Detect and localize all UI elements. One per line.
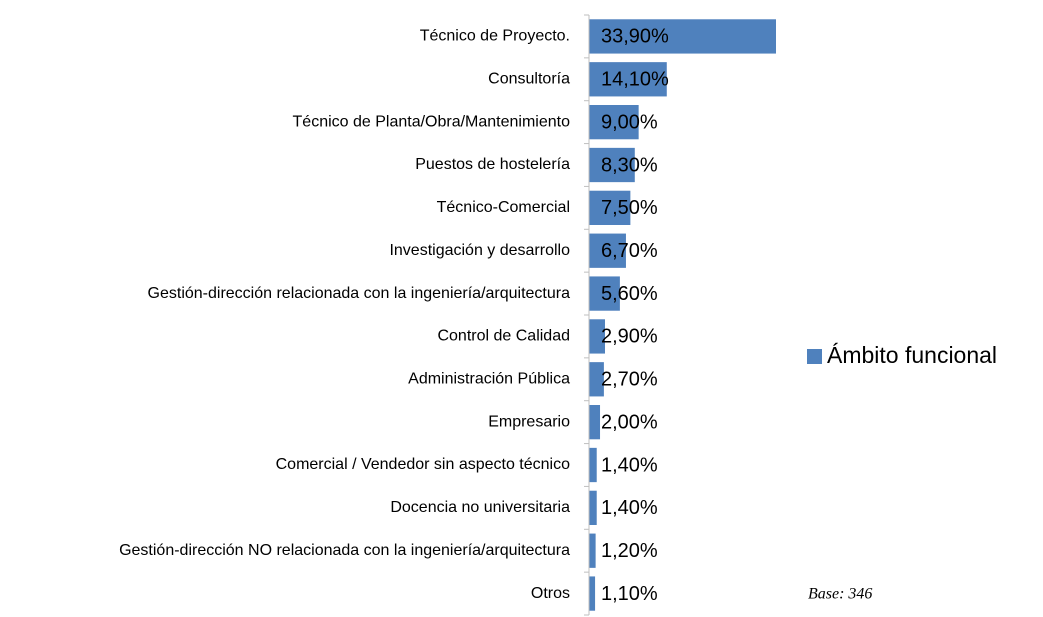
data-label: 7,50% xyxy=(601,197,658,219)
bar xyxy=(589,533,596,568)
data-label: 2,00% xyxy=(601,411,658,433)
category-label: Control de Calidad xyxy=(437,328,570,345)
bar xyxy=(589,447,597,483)
data-label: 2,70% xyxy=(601,369,658,391)
data-label: 14,10% xyxy=(601,69,669,91)
bar xyxy=(589,105,639,140)
data-label: 5,60% xyxy=(601,283,658,305)
data-label: 6,70% xyxy=(601,240,658,262)
category-label: Gestión-dirección relacionada con la ing… xyxy=(148,285,571,302)
category-label: Gestión-dirección NO relacionada con la … xyxy=(119,542,570,559)
bar xyxy=(589,405,601,440)
category-label: Consultoría xyxy=(488,71,570,88)
bar xyxy=(589,233,626,268)
data-label: 33,90% xyxy=(601,26,669,48)
category-label: Investigación y desarrollo xyxy=(389,242,570,259)
bar xyxy=(589,576,596,611)
category-label: Administración Pública xyxy=(408,371,570,388)
data-label: 1,40% xyxy=(601,454,658,476)
data-label: 2,90% xyxy=(601,326,658,348)
category-label: Empresario xyxy=(488,413,570,430)
category-label: Otros xyxy=(531,585,570,602)
legend-label: Ámbito funcional xyxy=(827,342,997,368)
bar xyxy=(589,19,776,54)
category-label: Técnico de Proyecto. xyxy=(420,28,570,45)
data-label: 1,20% xyxy=(601,540,658,562)
bar xyxy=(589,190,631,225)
bar xyxy=(589,319,605,354)
bar xyxy=(589,490,597,525)
bar xyxy=(589,147,635,183)
bar xyxy=(589,362,604,397)
category-label: Técnico de Planta/Obra/Mantenimiento xyxy=(293,113,571,130)
bar xyxy=(589,62,667,97)
data-label: 9,00% xyxy=(601,111,658,133)
bar xyxy=(589,276,620,311)
category-label: Docencia no universitaria xyxy=(390,499,570,516)
legend-swatch xyxy=(807,349,822,364)
data-label: 1,40% xyxy=(601,497,658,519)
category-label: Puestos de hostelería xyxy=(415,156,570,173)
annotation: Base: 346 xyxy=(808,586,872,603)
category-label: Técnico-Comercial xyxy=(437,199,570,216)
data-label: 8,30% xyxy=(601,154,658,176)
data-label: 1,10% xyxy=(601,583,658,605)
category-label: Comercial / Vendedor sin aspecto técnico xyxy=(276,456,570,473)
